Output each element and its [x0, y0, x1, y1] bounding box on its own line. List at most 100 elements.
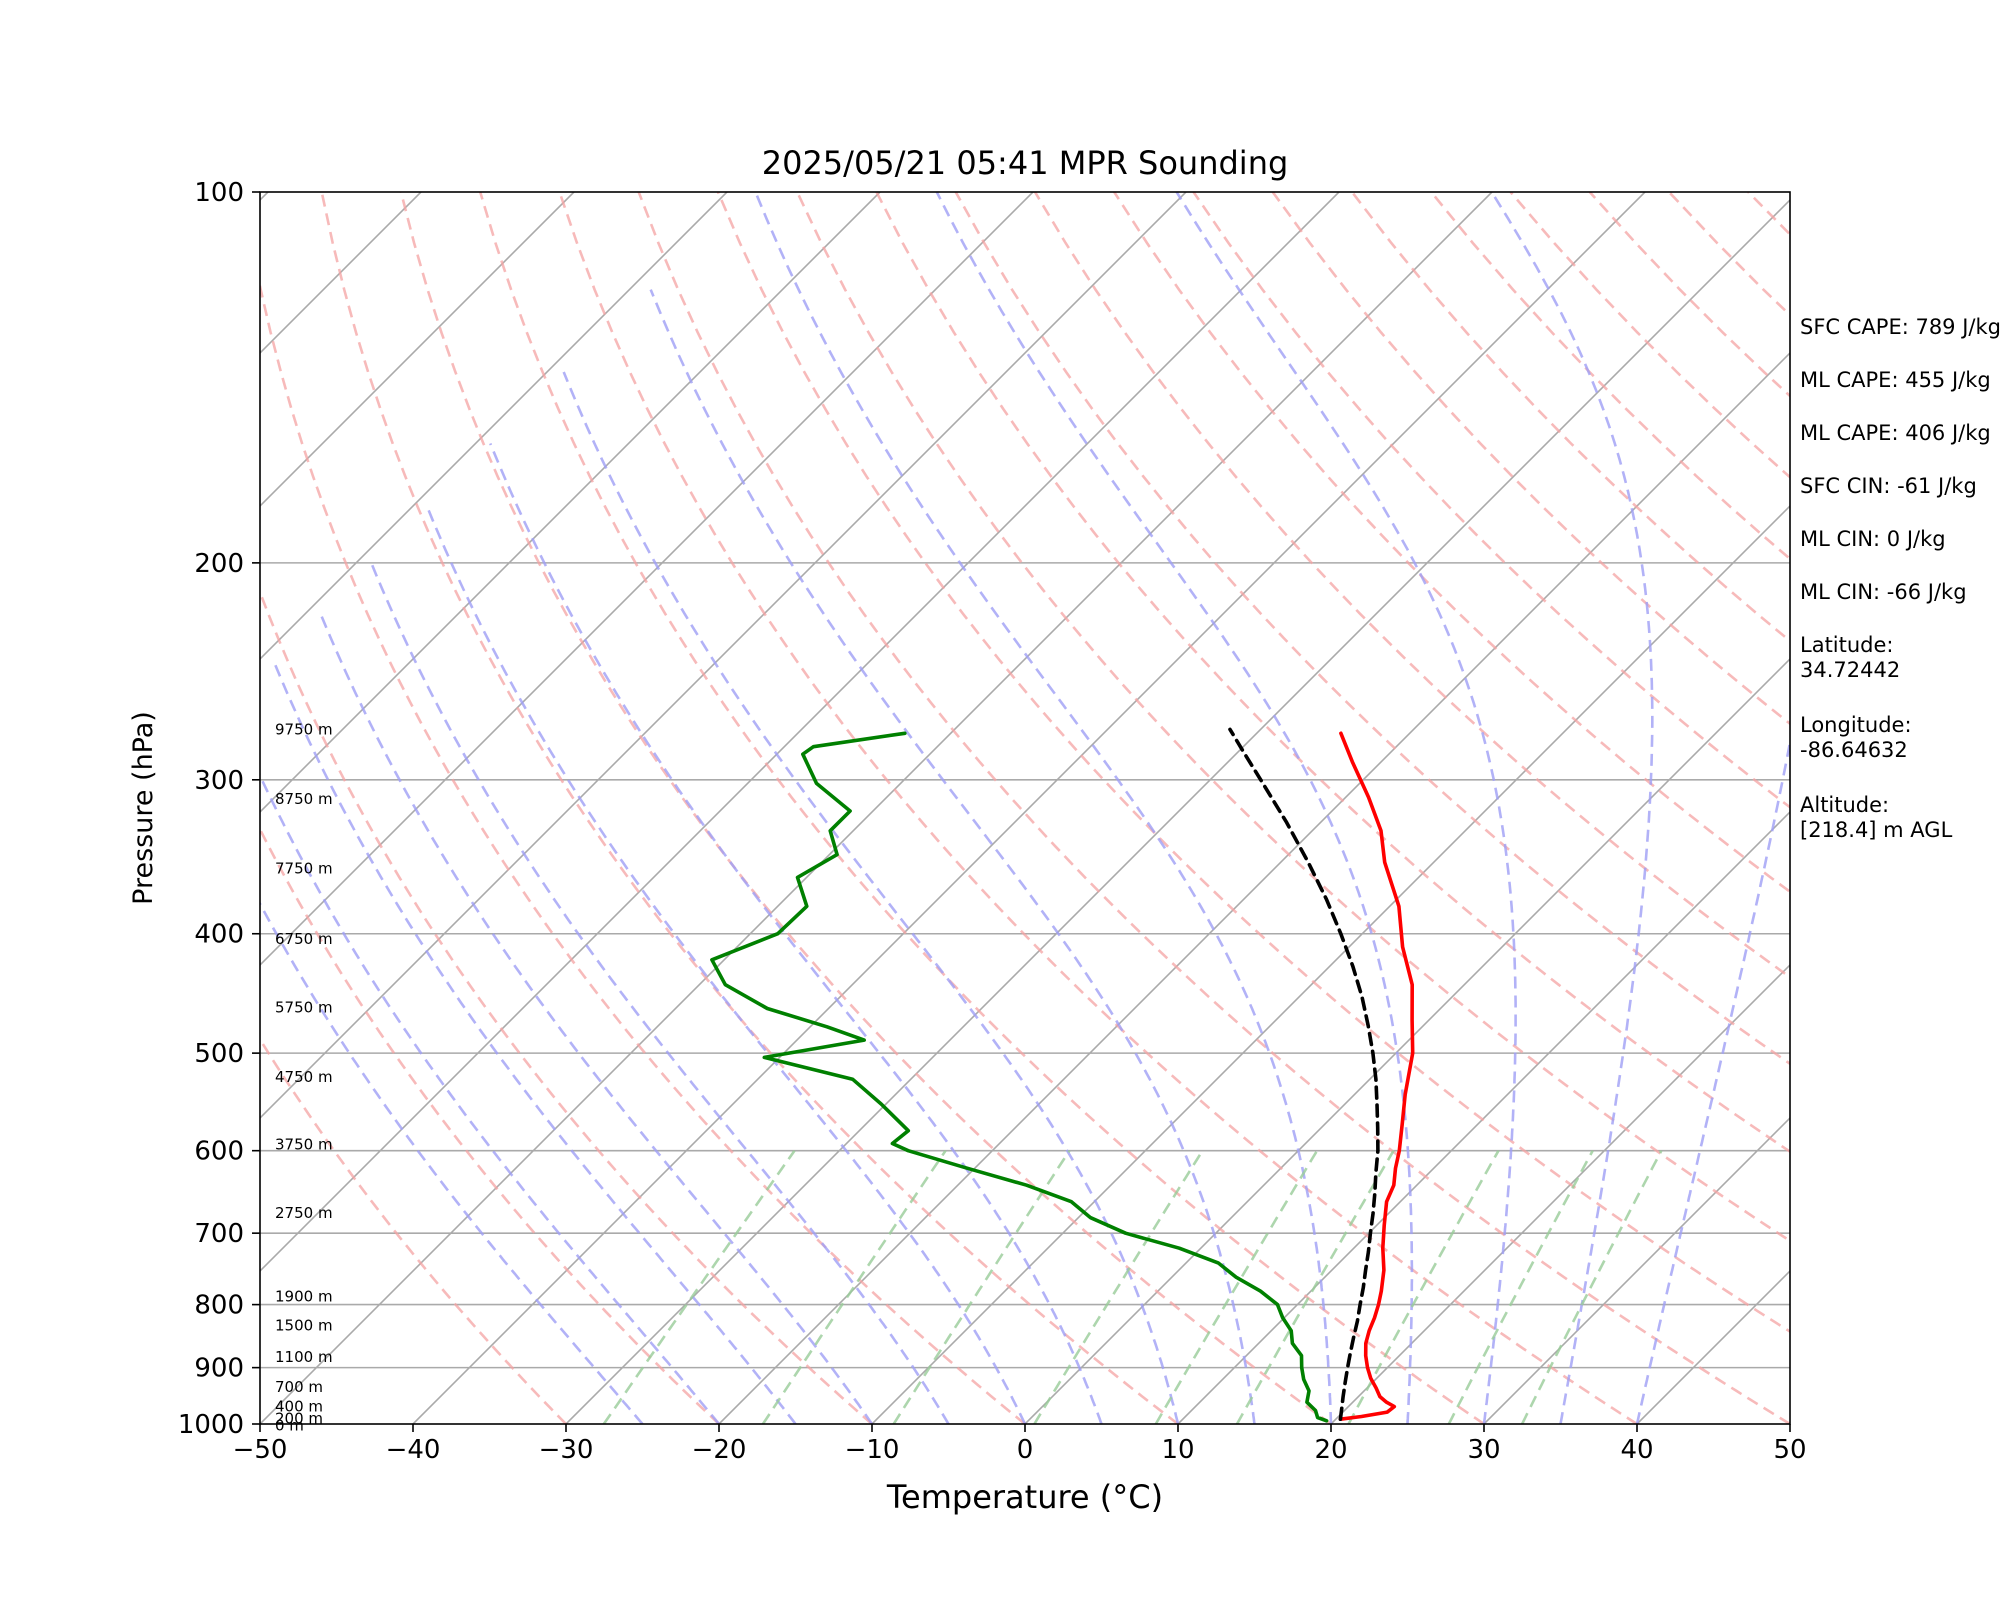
dry-adiabat-line	[637, 192, 1790, 1424]
x-tick-label: −30	[539, 1435, 594, 1465]
height-label: 0 m	[275, 1417, 304, 1435]
y-tick-label: 400	[194, 920, 244, 950]
x-axis-label: Temperature (°C)	[886, 1478, 1163, 1516]
moist-adiabat-line	[319, 613, 874, 1424]
sounding-stat-line: Longitude:	[1800, 713, 1912, 737]
sounding-profiles	[710, 727, 1415, 1423]
x-tick-label: −50	[233, 1435, 288, 1465]
x-tick-label: 30	[1467, 1435, 1500, 1465]
isotherm-line	[1024, 657, 1790, 1424]
height-label: 8750 m	[275, 790, 333, 808]
x-tick-label: −20	[692, 1435, 747, 1465]
isotherm-line	[260, 192, 1187, 1120]
sounding-stat-line: Latitude:	[1800, 633, 1894, 657]
isotherm-line	[1483, 1116, 1790, 1424]
y-tick-label: 1000	[178, 1410, 244, 1440]
height-label: 200 m	[275, 1410, 323, 1428]
chart-title: 2025/05/21 05:41 MPR Sounding	[762, 144, 1289, 182]
y-tick-label: 100	[194, 178, 244, 208]
x-tick-label: 10	[1161, 1435, 1194, 1465]
sounding-stat-line: [218.4] m AGL	[1800, 818, 1953, 842]
height-label: 1500 m	[275, 1317, 333, 1335]
dry-adiabat-line	[558, 192, 1638, 1424]
mixing-ratio-line	[1347, 1150, 1500, 1424]
moist-adiabat-line	[649, 289, 1256, 1424]
isotherm-line	[260, 192, 728, 661]
parcel-path-line	[1228, 727, 1380, 1421]
isotherm-line	[565, 198, 1790, 1424]
moist-adiabat-line	[370, 562, 950, 1424]
isotherm-line	[0, 192, 115, 1424]
dry-adiabat-line	[1033, 192, 1790, 979]
axis-ticks: −50 −40 −30 −20 −10 0 10 20 30 40 50 100 200 300 400 50…	[178, 178, 1807, 1465]
moist-adiabat-line	[935, 192, 1414, 1424]
dry-adiabat-line	[478, 192, 1485, 1424]
y-tick-label: 300	[194, 766, 244, 796]
isotherm-line	[260, 192, 1340, 1273]
height-labels: 9750 m 8750 m 7750 m 6750 m 5750 m 4750 m 3750…	[275, 720, 333, 1434]
moist-adiabat-line	[272, 659, 797, 1424]
isotherm-line	[1330, 963, 1790, 1424]
x-tick-label: 40	[1620, 1435, 1653, 1465]
mixing-ratio-line	[892, 1149, 1071, 1424]
dry-adiabat-line	[716, 192, 1790, 1334]
moist-adiabat-line	[1635, 735, 1790, 1424]
dry-adiabat-line	[260, 279, 1026, 1424]
dry-adiabat-line	[260, 1036, 567, 1424]
mixing-ratio-line	[1154, 1150, 1319, 1424]
height-label: 400 m	[275, 1398, 323, 1416]
height-label: 2750 m	[275, 1204, 333, 1222]
dry-adiabat-line	[260, 826, 720, 1424]
height-label: 4750 m	[275, 1068, 333, 1086]
sounding-stat-line: -86.64632	[1800, 738, 1908, 762]
mixing-ratio-line	[1033, 1150, 1204, 1424]
y-axis-label: Pressure (hPa)	[128, 711, 159, 905]
isotherm-line	[871, 504, 1790, 1424]
mixing-ratio-line	[1520, 1150, 1663, 1424]
moist-adiabat-line	[754, 192, 1333, 1424]
height-label: 7750 m	[275, 859, 333, 877]
x-tick-label: 20	[1314, 1435, 1347, 1465]
reference-lines	[0, 192, 1790, 1424]
sounding-stat-line: Altitude:	[1800, 793, 1890, 817]
height-label: 9750 m	[275, 720, 333, 738]
temperature-profile-line	[1338, 731, 1415, 1421]
dewpoint-profile-line	[710, 731, 1329, 1423]
height-label: 5750 m	[275, 998, 333, 1016]
plot-frame	[259, 191, 1791, 1425]
mixing-ratio-line	[602, 1149, 796, 1424]
sounding-stat-line: SFC CIN: -61 J/kg	[1800, 474, 1977, 498]
dry-adiabat-line	[796, 192, 1790, 1243]
isotherm-line	[412, 192, 1646, 1424]
dry-adiabat-line	[875, 192, 1790, 1154]
dry-adiabat-line	[1113, 192, 1790, 894]
x-tick-label: −40	[386, 1435, 441, 1465]
y-tick-label: 600	[194, 1137, 244, 1167]
moist-adiabat-line	[562, 371, 1180, 1424]
dry-adiabat-line	[320, 192, 1179, 1424]
x-tick-label: 0	[1017, 1435, 1034, 1465]
mixing-ratio-line	[1235, 1150, 1395, 1424]
mixing-ratio-line	[761, 1149, 947, 1424]
dry-adiabat-line	[260, 588, 873, 1424]
x-tick-label: −10	[845, 1435, 900, 1465]
height-label: 700 m	[275, 1378, 323, 1396]
isotherm-line	[260, 192, 1493, 1424]
sounding-stat-line: ML CAPE: 455 J/kg	[1800, 368, 1991, 392]
height-label: 1900 m	[275, 1288, 333, 1306]
dry-adiabat-line	[399, 192, 1332, 1424]
sounding-stat-line: ML CIN: -66 J/kg	[1800, 580, 1967, 604]
y-tick-label: 500	[194, 1039, 244, 1069]
x-tick-label: 50	[1773, 1435, 1806, 1465]
sounding-stat-line: SFC CAPE: 789 J/kg	[1800, 315, 2000, 339]
sounding-stat-line: ML CAPE: 406 J/kg	[1800, 421, 1991, 445]
sounding-stat-line: 34.72442	[1800, 658, 1901, 682]
moist-adiabat-line	[489, 443, 1103, 1424]
y-tick-label: 700	[194, 1219, 244, 1249]
sounding-stat-line: ML CIN: 0 J/kg	[1800, 527, 1946, 551]
dry-adiabat-line	[954, 192, 1790, 1066]
y-tick-label: 200	[194, 549, 244, 579]
height-label: 1100 m	[275, 1348, 333, 1366]
y-tick-label: 800	[194, 1291, 244, 1321]
